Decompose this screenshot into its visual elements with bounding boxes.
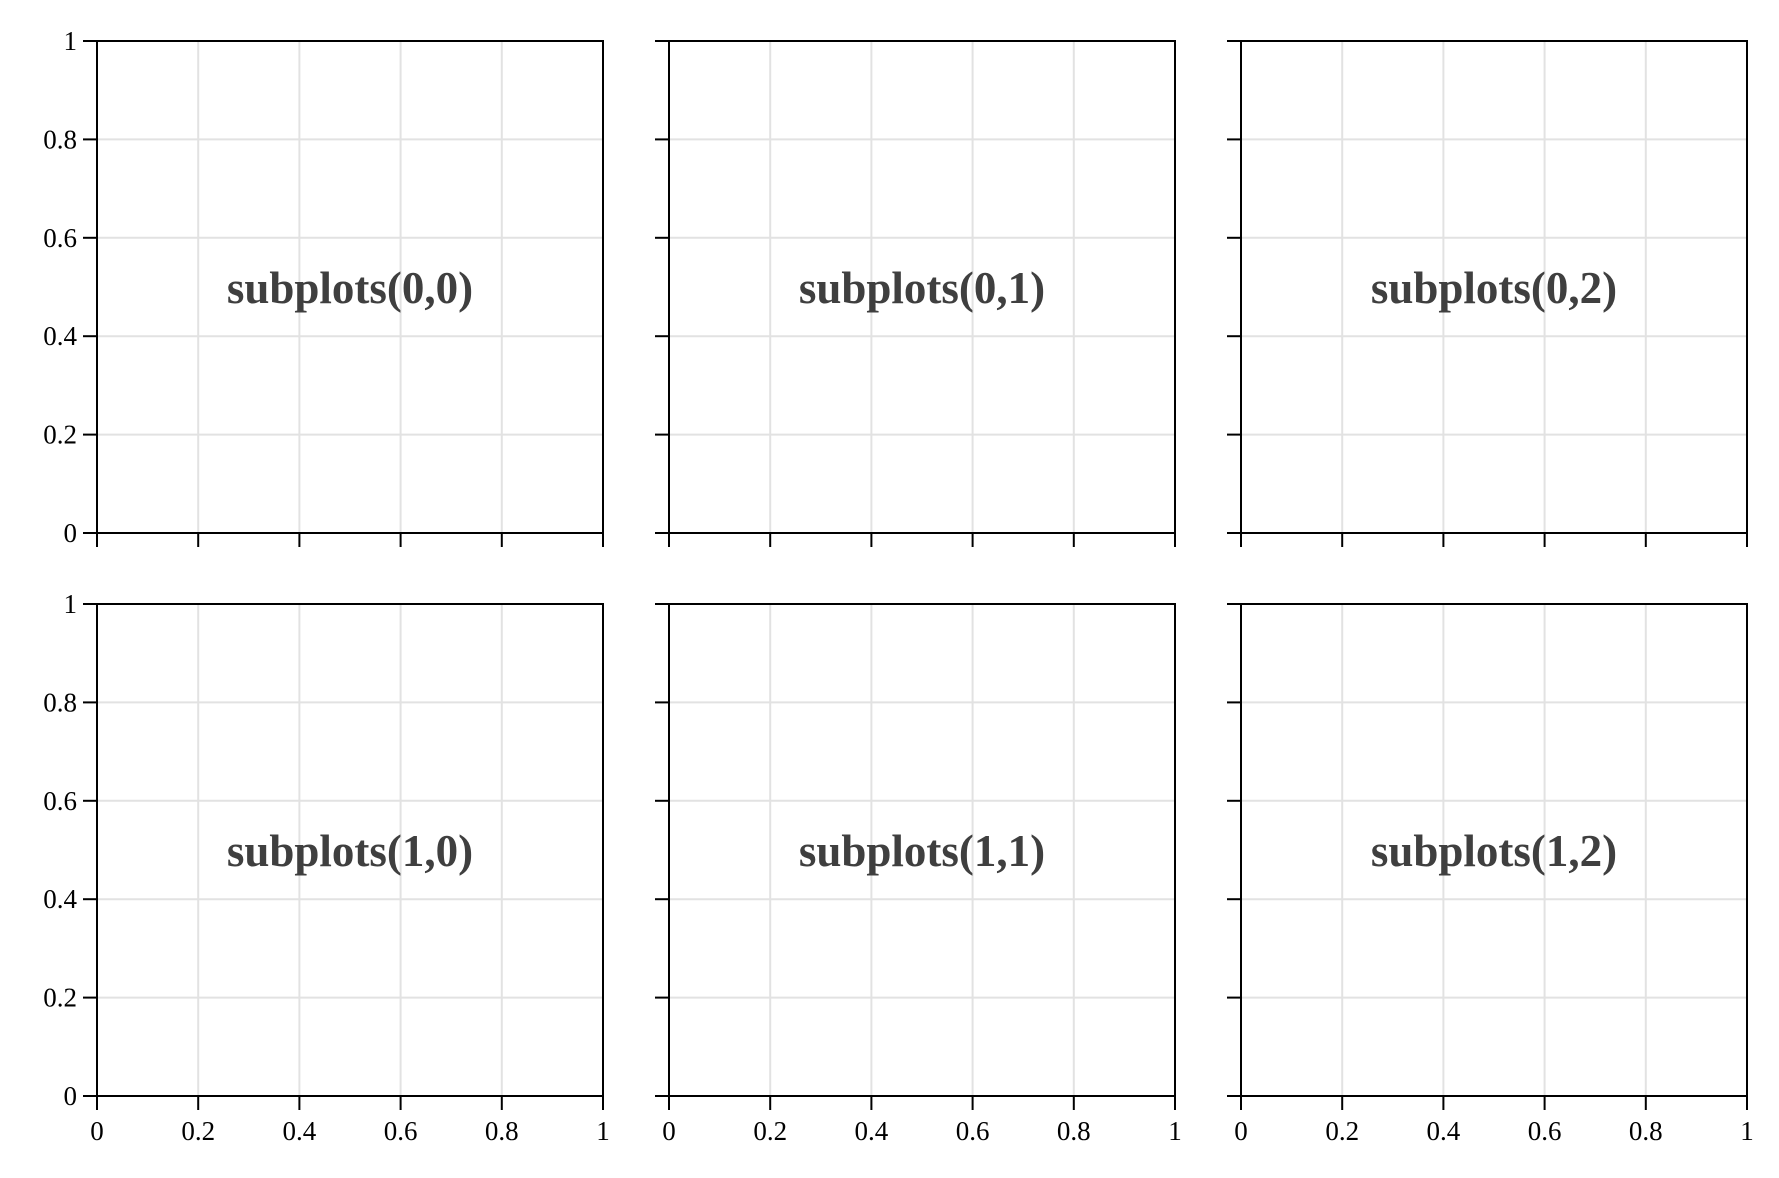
subplot-1-0-ytick-label: 0.6 — [43, 786, 77, 816]
subplot-1-0-ytick-label: 0 — [64, 1081, 78, 1111]
subplot-1-1-xtick-label: 0.2 — [753, 1116, 787, 1146]
subplot-1-1-axes-frame — [668, 603, 1176, 1097]
subplot-0-2-axes-frame — [1240, 40, 1748, 534]
subplot-0-0-annotation: subplots(0,0) — [227, 263, 473, 313]
subplot-1-1-xtick-label: 1 — [1168, 1116, 1182, 1146]
subplot-1-2-xtick-label: 0 — [1234, 1116, 1248, 1146]
subplot-0-0-ytick-label: 1 — [64, 26, 78, 56]
subplot-1-0-ytick-label: 1 — [64, 589, 78, 619]
subplot-0-2-annotation: subplots(0,2) — [1371, 263, 1617, 313]
subplot-1-2-xtick-label: 1 — [1740, 1116, 1754, 1146]
subplot-1-0-annotation: subplots(1,0) — [227, 826, 473, 876]
subplot-1-1-annotation: subplots(1,1) — [799, 826, 1045, 876]
subplot-1-0-ytick-label: 0.8 — [43, 687, 77, 717]
subplot-1-2-xtick-label: 0.4 — [1427, 1116, 1461, 1146]
subplot-1-1-xtick-label: 0.8 — [1057, 1116, 1091, 1146]
subplot-1-0-xtick-label: 0.8 — [485, 1116, 519, 1146]
subplot-1-0-xtick-label: 0.4 — [283, 1116, 317, 1146]
subplot-0-0-ytick-label: 0.4 — [43, 321, 77, 351]
subplot-1-0-xtick-label: 0 — [90, 1116, 104, 1146]
subplot-1-2-annotation: subplots(1,2) — [1371, 826, 1617, 876]
subplot-0-1-axes-frame — [668, 40, 1176, 534]
subplot-1-0-xtick-label: 0.6 — [384, 1116, 418, 1146]
subplot-1-1-xtick-label: 0.6 — [956, 1116, 990, 1146]
subplot-0-1-annotation: subplots(0,1) — [799, 263, 1045, 313]
subplot-1-0-ytick-label: 0.2 — [43, 983, 77, 1013]
subplot-1-2-xtick-label: 0.2 — [1325, 1116, 1359, 1146]
subplot-1-0-xtick-label: 1 — [596, 1116, 610, 1146]
subplot-0-0-ytick-label: 0.6 — [43, 223, 77, 253]
subplot-1-0-ytick-label: 0.4 — [43, 884, 77, 914]
subplot-0-0-ytick-label: 0.2 — [43, 420, 77, 450]
subplot-1-1-xtick-label: 0.4 — [855, 1116, 889, 1146]
subplot-1-1-xtick-label: 0 — [662, 1116, 676, 1146]
subplot-0-0-ytick-label: 0 — [64, 518, 78, 548]
subplot-1-0-axes-frame — [96, 603, 604, 1097]
subplot-1-2-xtick-label: 0.6 — [1528, 1116, 1562, 1146]
subplot-1-2-axes-frame — [1240, 603, 1748, 1097]
subplot-0-0-axes-frame — [96, 40, 604, 534]
subplot-0-0-ytick-label: 0.8 — [43, 124, 77, 154]
subplot-1-0-xtick-label: 0.2 — [181, 1116, 215, 1146]
subplot-1-2-xtick-label: 0.8 — [1629, 1116, 1663, 1146]
